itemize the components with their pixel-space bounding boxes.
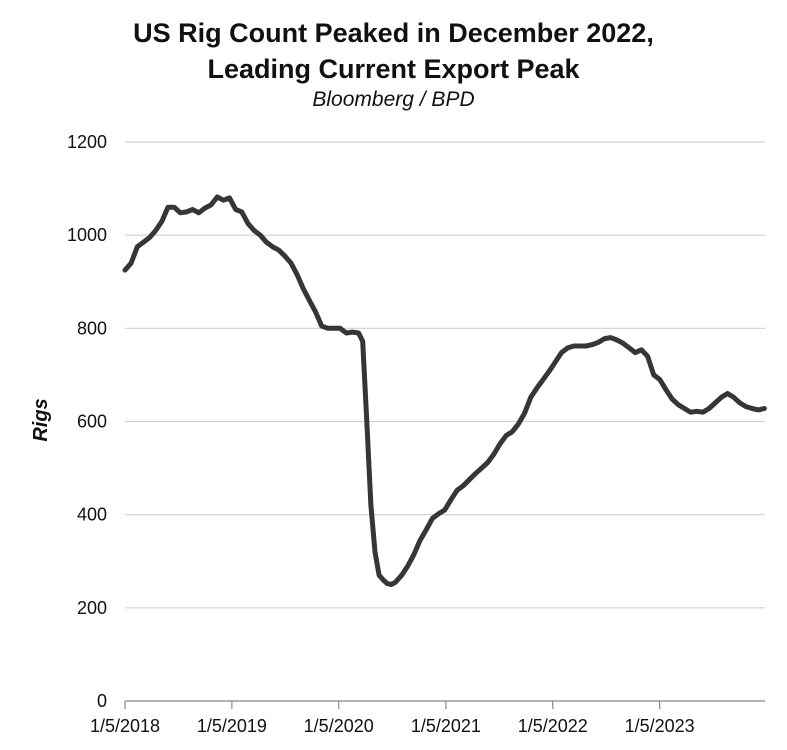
x-tick-label: 1/5/2019 [197, 716, 267, 736]
y-tick-label: 1000 [67, 225, 107, 245]
chart-title-line2: Leading Current Export Peak [207, 54, 580, 84]
x-tick-label: 1/5/2023 [625, 716, 695, 736]
chart-subtitle: Bloomberg / BPD [312, 88, 475, 111]
y-tick-label: 800 [77, 318, 107, 338]
x-axis-ticks: 1/5/2018 1/5/2019 1/5/2020 1/5/2021 1/5/2022… [90, 701, 695, 736]
y-tick-label: 600 [77, 412, 107, 432]
y-tick-label: 0 [97, 691, 107, 711]
y-tick-label: 200 [77, 598, 107, 618]
y-tick-label: 1200 [67, 132, 107, 152]
gridlines [125, 141, 765, 609]
x-tick-label: 1/5/2021 [411, 716, 481, 736]
y-axis-label: Rigs [30, 398, 52, 441]
y-axis-ticks: 0 200 400 600 800 1000 1200 [67, 132, 107, 711]
x-tick-label: 1/5/2022 [518, 716, 588, 736]
x-tick-label: 1/5/2018 [90, 716, 160, 736]
chart-title: US Rig Count Peaked in December 2022, [133, 18, 654, 48]
y-tick-label: 400 [77, 505, 107, 525]
x-tick-label: 1/5/2020 [304, 716, 374, 736]
series-line [122, 194, 767, 587]
